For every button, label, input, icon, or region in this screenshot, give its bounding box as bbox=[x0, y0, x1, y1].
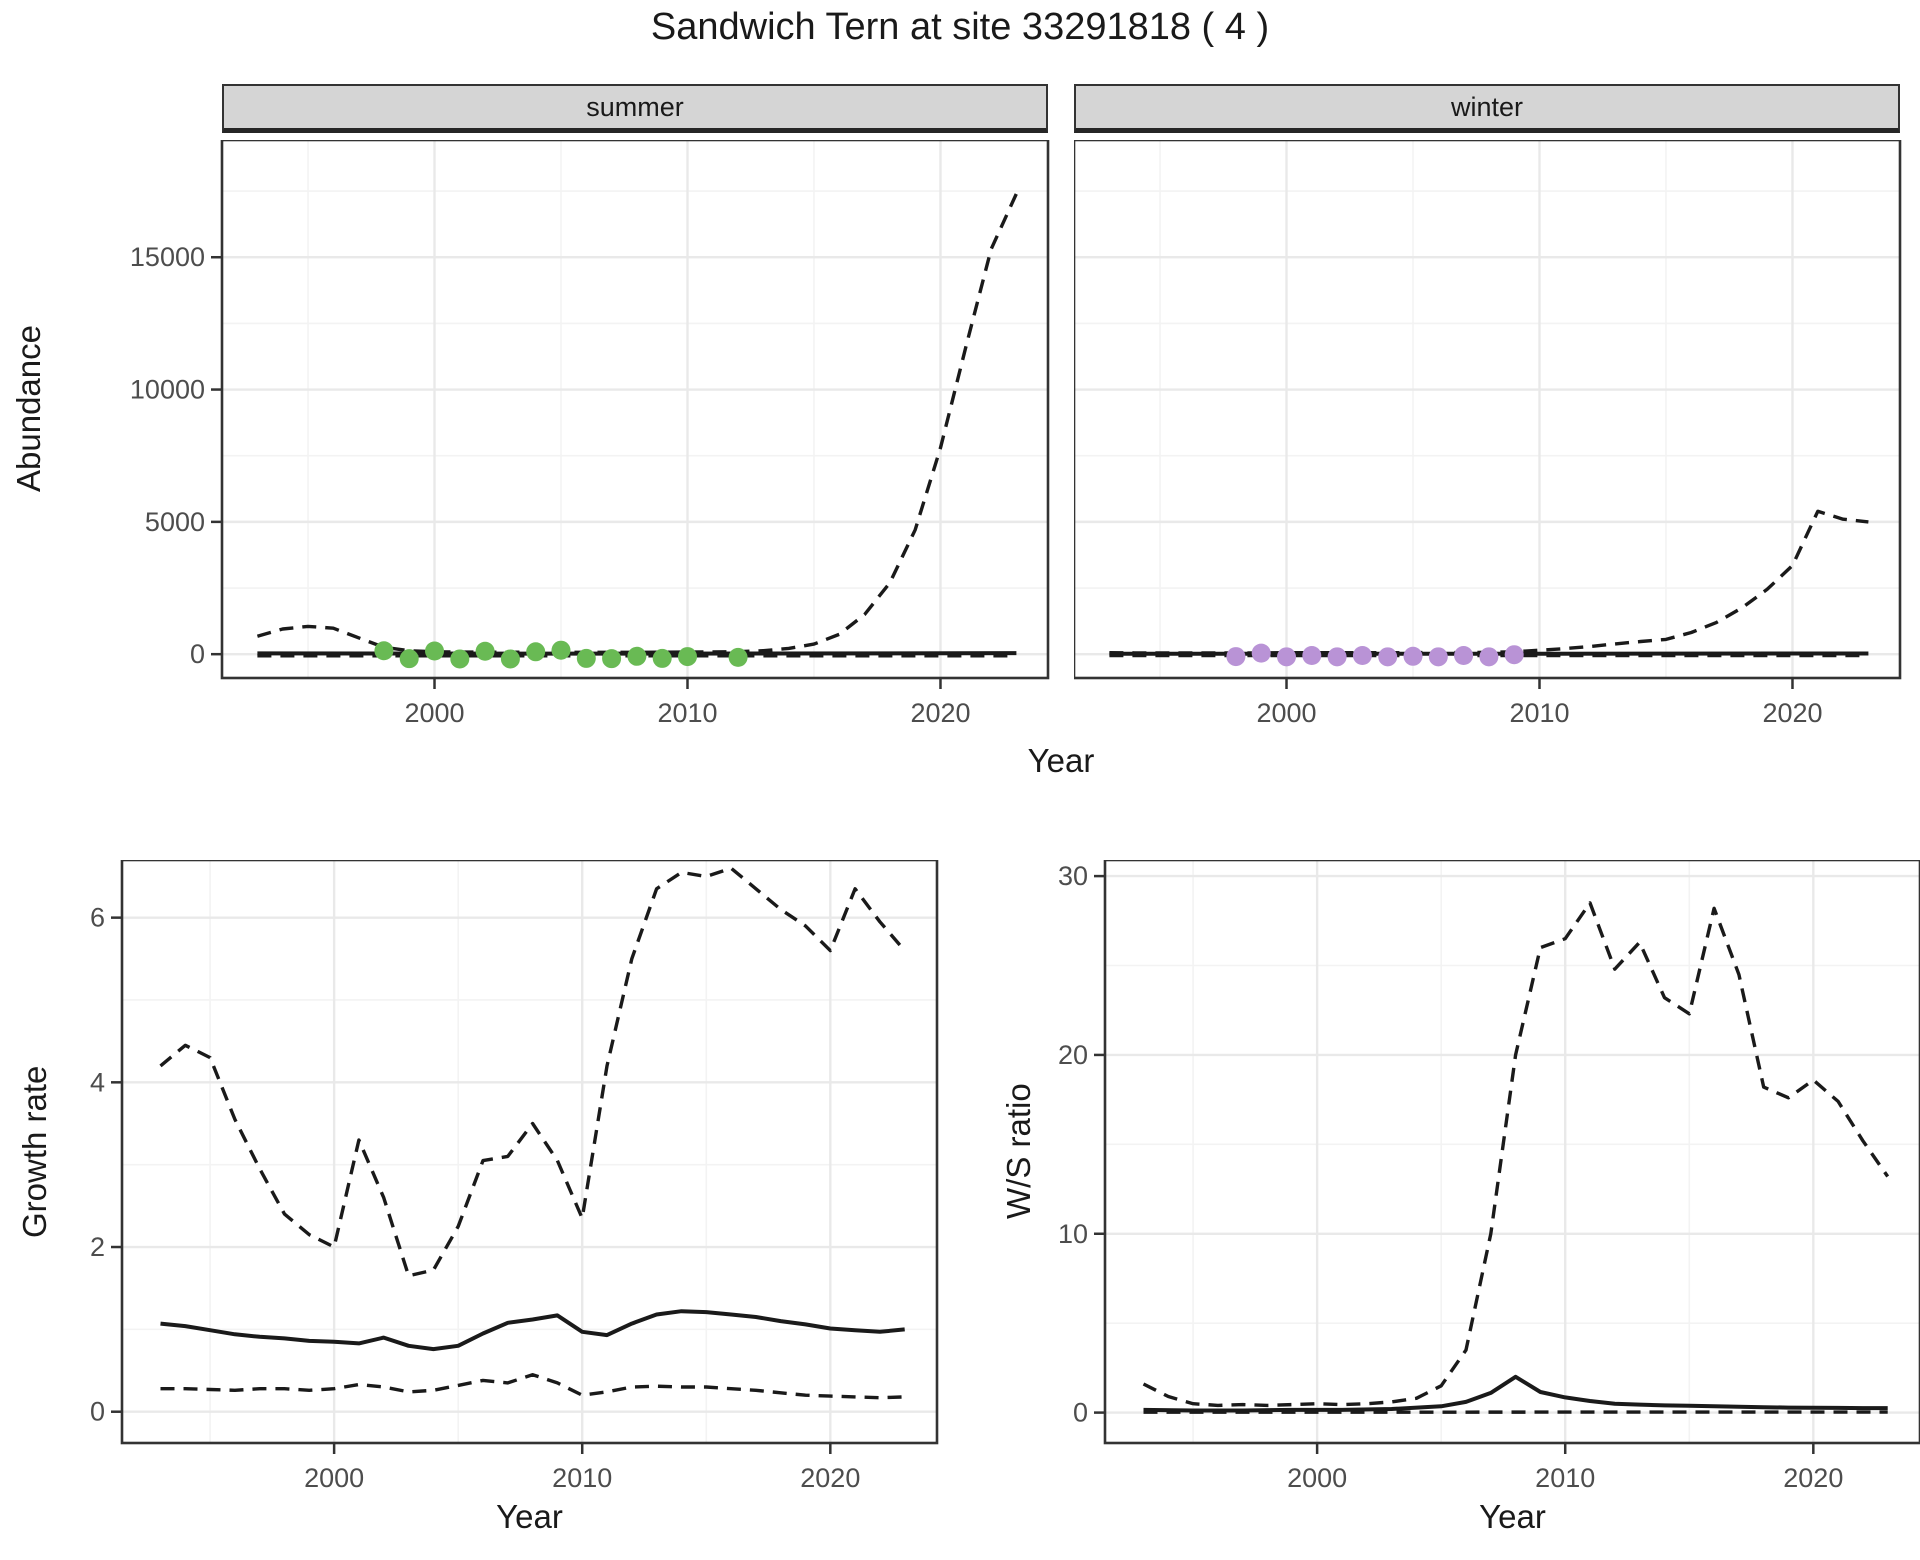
y-axis-title-growth-rate: Growth rate bbox=[16, 1065, 53, 1238]
series-upper-ci-line bbox=[1142, 901, 1890, 1408]
panel-border bbox=[1074, 140, 1902, 680]
facet-strip-summer-label: summer bbox=[586, 91, 684, 122]
x-tick-label: 2010 bbox=[1535, 1463, 1595, 1493]
y-tick-label: 15000 bbox=[130, 242, 205, 272]
x-tick-label: 2000 bbox=[304, 1463, 364, 1493]
panel-border bbox=[1103, 860, 1920, 1445]
observed-point bbox=[1428, 647, 1448, 667]
panel-background bbox=[122, 860, 937, 1443]
y-tick-label: 6 bbox=[90, 903, 105, 933]
x-tick-label: 2020 bbox=[800, 1463, 860, 1493]
series-median-line bbox=[160, 1309, 905, 1352]
x-tick-label: 2020 bbox=[1783, 1463, 1843, 1493]
y-tick-label: 30 bbox=[1058, 861, 1088, 891]
y-tick-label: 0 bbox=[1073, 1398, 1088, 1428]
panel-background bbox=[1074, 140, 1900, 678]
panel-border bbox=[220, 140, 1050, 680]
panel-background bbox=[222, 140, 1048, 678]
observed-point bbox=[551, 640, 571, 660]
series-lower-ci-line bbox=[160, 1373, 905, 1400]
x-tick-label: 2010 bbox=[552, 1463, 612, 1493]
x-tick-label: 2010 bbox=[1509, 698, 1569, 728]
y-axis-title-abundance: Abundance bbox=[10, 325, 47, 493]
observed-point bbox=[374, 641, 394, 661]
observed-point bbox=[1251, 643, 1271, 663]
ws-ratio-panel: 2000 2010 2020 0 10 20 30 bbox=[1058, 860, 1920, 1493]
observed-point bbox=[1277, 647, 1297, 667]
observed-point bbox=[677, 647, 697, 667]
observed-point bbox=[1327, 647, 1347, 667]
abundance-winter-panel: 2000 2010 2020 bbox=[1074, 140, 1902, 728]
observed-point bbox=[1352, 646, 1372, 666]
observed-point bbox=[627, 646, 647, 666]
y-tick-label: 4 bbox=[90, 1067, 105, 1097]
x-axis-title-top: Year bbox=[1027, 742, 1095, 779]
panel-border bbox=[120, 860, 939, 1445]
series-median-line bbox=[1143, 1374, 1888, 1413]
y-tick-label: 10 bbox=[1058, 1219, 1088, 1249]
x-tick-label: 2000 bbox=[1256, 698, 1316, 728]
x-tick-label: 2000 bbox=[404, 698, 464, 728]
facet-strip-winter: winter bbox=[1074, 84, 1900, 133]
y-axis-title-ws-ratio: W/S ratio bbox=[1000, 1083, 1037, 1220]
observed-point bbox=[399, 649, 419, 669]
observed-point bbox=[728, 647, 748, 667]
y-tick-label: 10000 bbox=[130, 375, 205, 405]
observed-point bbox=[425, 641, 445, 661]
x-tick-label: 2020 bbox=[1762, 698, 1822, 728]
chart-title: Sandwich Tern at site 33291818 ( 4 ) bbox=[650, 6, 1270, 48]
panel-background bbox=[1105, 860, 1920, 1443]
observed-point bbox=[1403, 646, 1423, 666]
observed-point bbox=[1479, 647, 1499, 667]
y-tick-label: 0 bbox=[190, 639, 205, 669]
facet-strip-summer: summer bbox=[222, 84, 1048, 133]
observed-point bbox=[526, 642, 546, 662]
observed-point bbox=[500, 649, 520, 669]
observed-point bbox=[1378, 647, 1398, 667]
y-tick-label: 5000 bbox=[145, 507, 205, 537]
x-tick-label: 2010 bbox=[657, 698, 717, 728]
observed-point bbox=[1454, 646, 1474, 666]
observed-point bbox=[450, 649, 470, 669]
x-axis-title-growth: Year bbox=[496, 1498, 563, 1535]
y-tick-label: 0 bbox=[90, 1397, 105, 1427]
growth-rate-panel: 2000 2010 2020 0 2 4 6 bbox=[90, 860, 939, 1493]
observed-point bbox=[1226, 647, 1246, 667]
y-tick-label: 20 bbox=[1058, 1040, 1088, 1070]
observed-point bbox=[652, 648, 672, 668]
observed-point bbox=[576, 648, 596, 668]
x-tick-label: 2020 bbox=[910, 698, 970, 728]
observed-point bbox=[1504, 645, 1524, 665]
observed-point bbox=[475, 641, 495, 661]
observed-point bbox=[602, 649, 622, 669]
observed-point bbox=[1302, 646, 1322, 666]
abundance-summer-panel: 2000 2010 2020 0 5000 10000 15000 bbox=[130, 140, 1050, 728]
x-axis-title-ws: Year bbox=[1479, 1498, 1546, 1535]
x-tick-label: 2000 bbox=[1287, 1463, 1347, 1493]
series-upper-ci-line bbox=[159, 866, 906, 1278]
y-tick-label: 2 bbox=[90, 1232, 105, 1262]
facet-strip-winter-label: winter bbox=[1450, 91, 1524, 122]
